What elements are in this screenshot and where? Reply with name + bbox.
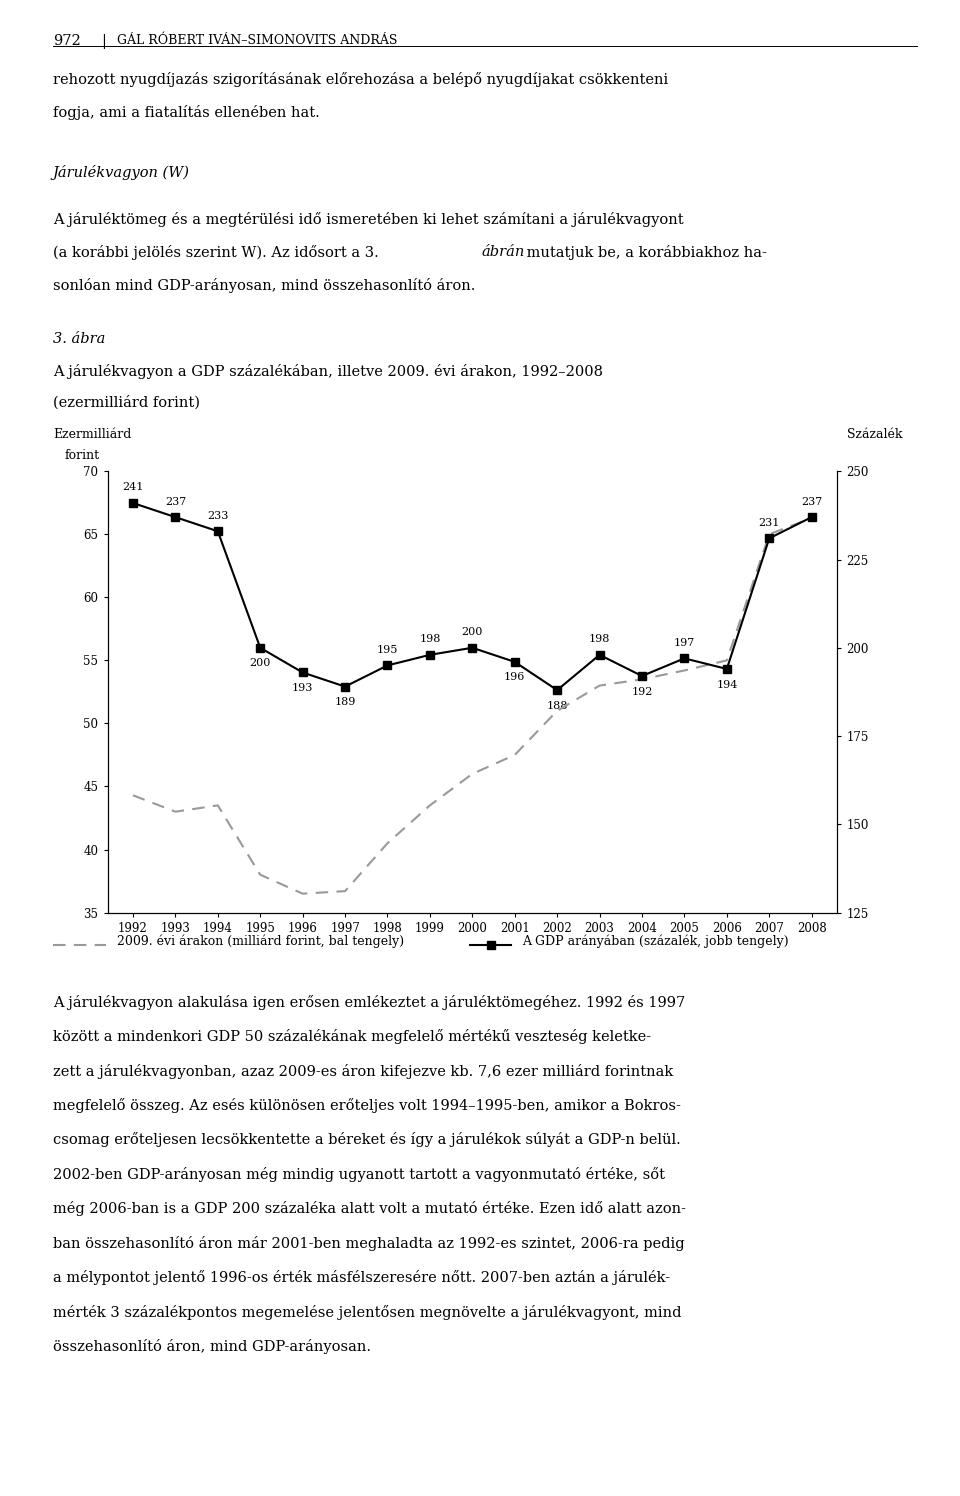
Text: sonlóan mind GDP-arányosan, mind összehasonlító áron.: sonlóan mind GDP-arányosan, mind összeha… bbox=[53, 278, 475, 293]
Text: 200: 200 bbox=[462, 627, 483, 637]
Text: A járulékvagyon a GDP százalékában, illetve 2009. évi árakon, 1992–2008: A járulékvagyon a GDP százalékában, ille… bbox=[53, 364, 603, 378]
Text: 197: 197 bbox=[674, 637, 695, 648]
Text: 231: 231 bbox=[758, 518, 780, 528]
Text: mutatjuk be, a korábbiakhoz ha-: mutatjuk be, a korábbiakhoz ha- bbox=[522, 245, 767, 260]
Text: Százalék: Százalék bbox=[847, 428, 902, 441]
Text: 194: 194 bbox=[716, 679, 737, 690]
Text: csomag erőteljesen lecsökkentette a béreket és így a járulékok súlyát a GDP-n be: csomag erőteljesen lecsökkentette a bére… bbox=[53, 1132, 681, 1147]
Text: 3. ábra: 3. ábra bbox=[53, 332, 106, 346]
Text: 192: 192 bbox=[632, 687, 653, 697]
Text: 198: 198 bbox=[420, 634, 441, 645]
Text: GÁL RÓBERT IVÁN–SIMONOVITS ANDRÁS: GÁL RÓBERT IVÁN–SIMONOVITS ANDRÁS bbox=[117, 34, 397, 48]
Text: rehozott nyugdíjazás szigorításának előrehozása a belépő nyugdíjakat csökkenteni: rehozott nyugdíjazás szigorításának előr… bbox=[53, 72, 668, 87]
Text: A GDP arányában (százalék, jobb tengely): A GDP arányában (százalék, jobb tengely) bbox=[522, 934, 789, 948]
Text: Ezermilliárd: Ezermilliárd bbox=[53, 428, 132, 441]
Text: fogja, ami a fiatalítás ellenében hat.: fogja, ami a fiatalítás ellenében hat. bbox=[53, 105, 320, 120]
Text: 237: 237 bbox=[801, 497, 823, 507]
Text: 198: 198 bbox=[588, 634, 611, 645]
Text: 189: 189 bbox=[334, 697, 356, 708]
Text: 237: 237 bbox=[165, 497, 186, 507]
Text: ban összehasonlító áron már 2001-ben meghaladta az 1992-es szintet, 2006-ra pedi: ban összehasonlító áron már 2001-ben meg… bbox=[53, 1236, 684, 1251]
Text: 193: 193 bbox=[292, 684, 313, 693]
Text: még 2006-ban is a GDP 200 százaléka alatt volt a mutató értéke. Ezen idő alatt a: még 2006-ban is a GDP 200 százaléka alat… bbox=[53, 1201, 685, 1216]
Text: ábrán: ábrán bbox=[482, 245, 525, 259]
Text: összehasonlító áron, mind GDP-arányosan.: összehasonlító áron, mind GDP-arányosan. bbox=[53, 1339, 371, 1354]
Text: 200: 200 bbox=[250, 658, 271, 669]
Text: 196: 196 bbox=[504, 673, 525, 682]
Text: 2002-ben GDP-arányosan még mindig ugyanott tartott a vagyonmutató értéke, sőt: 2002-ben GDP-arányosan még mindig ugyano… bbox=[53, 1167, 664, 1182]
Text: 188: 188 bbox=[546, 700, 568, 711]
Text: 241: 241 bbox=[122, 482, 144, 492]
Text: Járulékvagyon (W): Járulékvagyon (W) bbox=[53, 165, 190, 180]
Text: a mélypontot jelentő 1996-os érték másfélszeresére nőtt. 2007-ben aztán a járulé: a mélypontot jelentő 1996-os érték másfé… bbox=[53, 1270, 670, 1285]
Text: mérték 3 százalékpontos megemelése jelentősen megnövelte a járulékvagyont, mind: mérték 3 százalékpontos megemelése jelen… bbox=[53, 1305, 682, 1319]
Text: |: | bbox=[101, 34, 106, 49]
Text: megfelelő összeg. Az esés különösen erőteljes volt 1994–1995-ben, amikor a Bokro: megfelelő összeg. Az esés különösen erőt… bbox=[53, 1098, 681, 1113]
Text: 233: 233 bbox=[207, 510, 228, 521]
Text: A járuléktömeg és a megtérülési idő ismeretében ki lehet számítani a járulékvagy: A járuléktömeg és a megtérülési idő isme… bbox=[53, 212, 684, 227]
Text: 2009. évi árakon (milliárd forint, bal tengely): 2009. évi árakon (milliárd forint, bal t… bbox=[117, 934, 404, 948]
Text: forint: forint bbox=[64, 449, 100, 462]
Text: 972: 972 bbox=[53, 34, 81, 48]
Text: A járulékvagyon alakulása igen erősen emlékeztet a járuléktömegéhez. 1992 és 199: A járulékvagyon alakulása igen erősen em… bbox=[53, 995, 685, 1010]
Text: között a mindenkori GDP 50 százalékának megfelelő mértékű veszteség keletke-: között a mindenkori GDP 50 százalékának … bbox=[53, 1029, 651, 1044]
Text: zett a járulékvagyonban, azaz 2009-es áron kifejezve kb. 7,6 ezer milliárd forin: zett a járulékvagyonban, azaz 2009-es ár… bbox=[53, 1064, 673, 1079]
Text: (ezermilliárd forint): (ezermilliárd forint) bbox=[53, 395, 200, 410]
Text: (a korábbi jelölés szerint W). Az idősort a 3.: (a korábbi jelölés szerint W). Az idősor… bbox=[53, 245, 383, 260]
Text: 195: 195 bbox=[376, 645, 398, 655]
